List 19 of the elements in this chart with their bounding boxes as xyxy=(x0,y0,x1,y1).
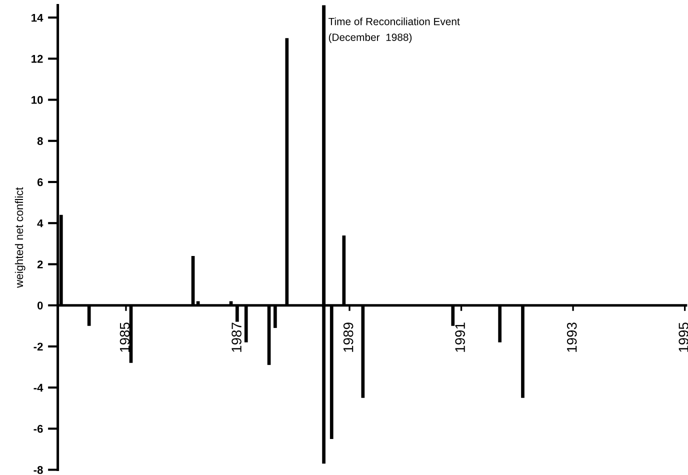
y-tick-label: -8 xyxy=(34,466,43,474)
x-tick-label: 1989 xyxy=(343,322,354,352)
y-tick-label: 10 xyxy=(32,96,43,104)
y-tick-label: -2 xyxy=(34,342,43,350)
y-tick-label: -4 xyxy=(34,384,44,392)
y-tick-label: 14 xyxy=(32,14,44,22)
y-tick-label: 4 xyxy=(37,219,44,228)
x-tick-label: 1991 xyxy=(455,322,466,352)
x-tick-label: 1987 xyxy=(232,322,242,352)
y-tick-label: 12 xyxy=(32,54,43,63)
y-tick-label: 8 xyxy=(37,137,43,146)
y-tick-label: 6 xyxy=(37,178,43,186)
x-tick-label: 1985 xyxy=(120,322,130,352)
y-tick-label: -6 xyxy=(34,424,43,433)
y-axis-title: weighted net conflict xyxy=(14,187,26,288)
ref-line-label: Time of Reconciliation Event (December 1988) xyxy=(328,18,460,44)
y-tick-label: 2 xyxy=(37,260,43,268)
y-tick-label: 0 xyxy=(37,302,43,310)
x-tick-label: 1993 xyxy=(566,322,577,352)
